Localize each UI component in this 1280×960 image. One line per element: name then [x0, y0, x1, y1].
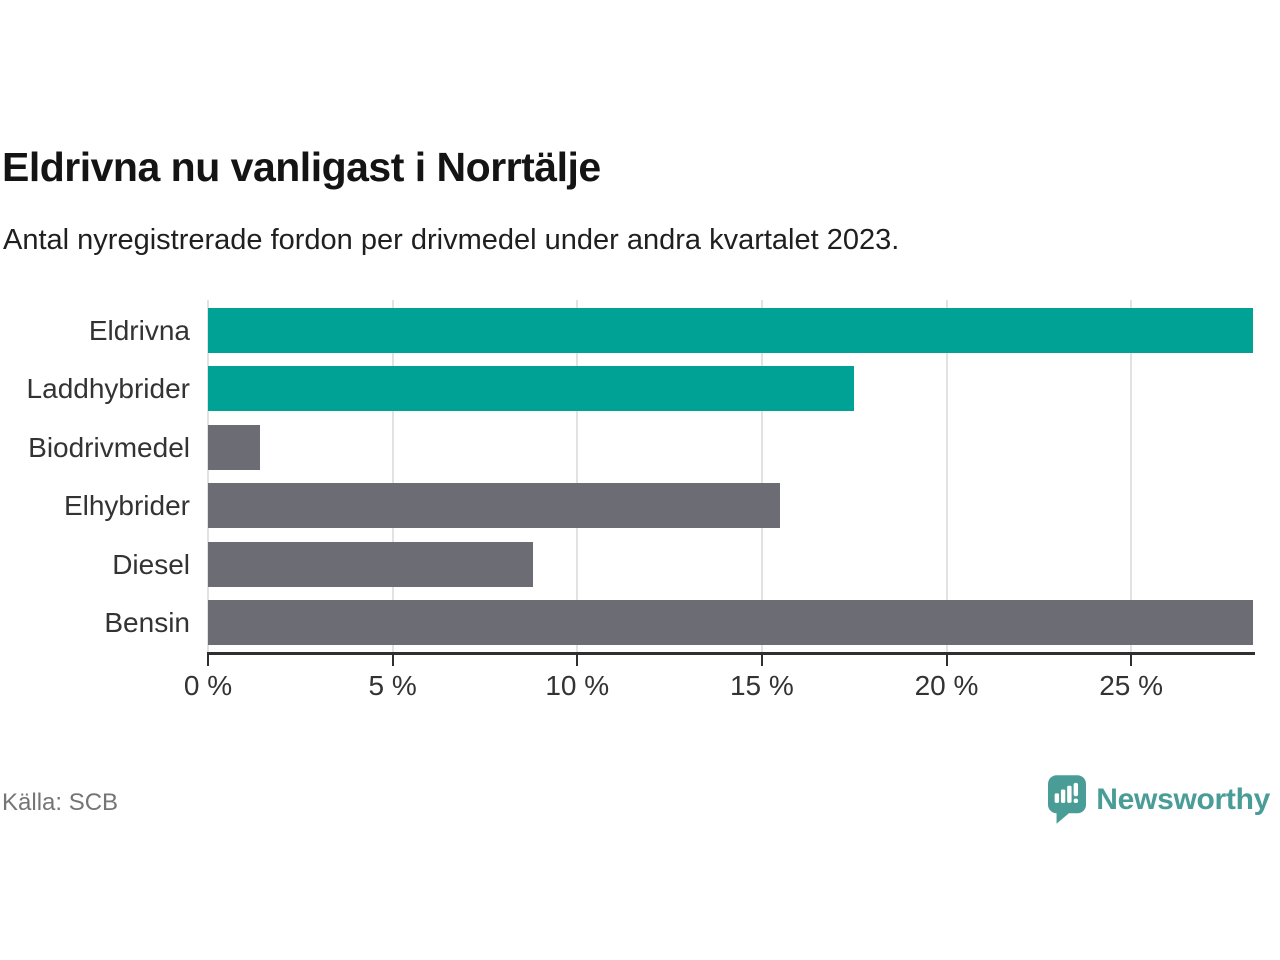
category-label-elhybrider: Elhybrider: [63, 489, 190, 521]
bar-biodrivmedel: [208, 425, 260, 470]
gridline-25pct: [1130, 300, 1133, 652]
bar-eldrivna: [208, 308, 1253, 353]
x-tick-mark-25pct: [1130, 655, 1133, 666]
x-tick-mark-0pct: [207, 655, 209, 666]
gridline-5pct: [391, 300, 394, 652]
x-tick-label-5pct: 5 %: [368, 670, 417, 701]
bar-elhybrider: [208, 483, 780, 528]
x-tick-mark-20pct: [945, 655, 948, 666]
bar-bensin: [208, 600, 1253, 645]
newsworthy-logo-icon: [1048, 775, 1087, 824]
gridline-10pct: [576, 300, 579, 652]
category-label-diesel: Diesel: [112, 548, 190, 580]
brand-name: Newsworthy: [1096, 783, 1270, 816]
category-label-laddhybrider: Laddhybrider: [26, 372, 190, 404]
bar-laddhybrider: [208, 366, 854, 411]
gridline-0pct: [207, 300, 209, 652]
bar-chart: Eldrivna Laddhybrider Biodrivmedel Elhybrid…: [26, 300, 1255, 701]
page-title: Eldrivna nu vanligast i Norrtälje: [2, 144, 601, 190]
category-label-biodrivmedel: Biodrivmedel: [28, 431, 190, 463]
gridline-20pct: [945, 300, 948, 652]
gridline-15pct: [760, 300, 763, 652]
x-axis-line: [207, 652, 1255, 655]
source-label: Källa: SCB: [2, 789, 119, 816]
x-tick-mark-15pct: [760, 655, 763, 666]
category-label-eldrivna: Eldrivna: [88, 314, 190, 346]
x-tick-label-15pct: 15 %: [729, 670, 794, 701]
x-tick-label-10pct: 10 %: [545, 670, 610, 701]
bar-diesel: [208, 542, 533, 587]
brand-logo: Newsworthy: [1048, 775, 1270, 825]
x-tick-mark-10pct: [576, 655, 579, 666]
x-tick-label-20pct: 20 %: [914, 670, 979, 701]
page-subtitle: Antal nyregistrerade fordon per drivmede…: [3, 224, 900, 256]
x-tick-label-25pct: 25 %: [1099, 670, 1164, 701]
x-tick-mark-5pct: [391, 655, 394, 666]
category-label-bensin: Bensin: [104, 606, 190, 638]
x-tick-label-0pct: 0 %: [183, 670, 233, 701]
